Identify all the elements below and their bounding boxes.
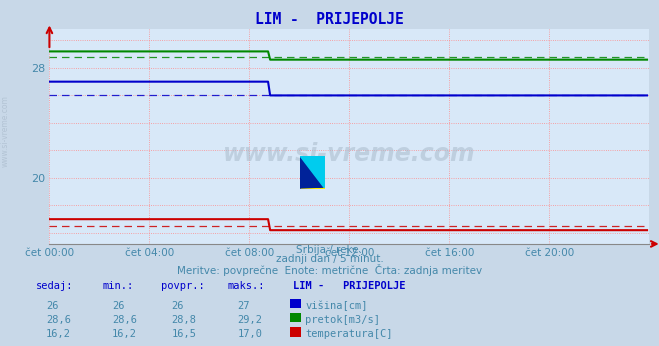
Text: pretok[m3/s]: pretok[m3/s] xyxy=(305,315,380,325)
Text: LIM -  PRIJEPOLJE: LIM - PRIJEPOLJE xyxy=(255,12,404,27)
Text: višina[cm]: višina[cm] xyxy=(305,301,368,311)
Text: Meritve: povprečne  Enote: metrične  Črta: zadnja meritev: Meritve: povprečne Enote: metrične Črta:… xyxy=(177,264,482,276)
Text: Srbija / reke.: Srbija / reke. xyxy=(297,245,362,255)
Polygon shape xyxy=(300,156,325,189)
Text: LIM -   PRIJEPOLJE: LIM - PRIJEPOLJE xyxy=(293,281,406,291)
Text: www.si-vreme.com: www.si-vreme.com xyxy=(223,142,476,166)
Text: 26: 26 xyxy=(112,301,125,311)
Polygon shape xyxy=(300,156,325,189)
Text: 28,6: 28,6 xyxy=(46,315,71,325)
Text: 26: 26 xyxy=(46,301,59,311)
Text: 28,8: 28,8 xyxy=(171,315,196,325)
Polygon shape xyxy=(300,156,325,189)
Text: www.si-vreme.com: www.si-vreme.com xyxy=(1,95,10,167)
Text: 26: 26 xyxy=(171,301,184,311)
Text: zadnji dan / 5 minut.: zadnji dan / 5 minut. xyxy=(275,254,384,264)
Text: temperatura[C]: temperatura[C] xyxy=(305,329,393,339)
Text: 16,2: 16,2 xyxy=(46,329,71,339)
Text: 29,2: 29,2 xyxy=(237,315,262,325)
Text: 16,2: 16,2 xyxy=(112,329,137,339)
Polygon shape xyxy=(300,188,325,189)
Text: 28,6: 28,6 xyxy=(112,315,137,325)
Polygon shape xyxy=(300,156,325,189)
Text: maks.:: maks.: xyxy=(227,281,265,291)
Polygon shape xyxy=(300,156,325,189)
Text: sedaj:: sedaj: xyxy=(36,281,74,291)
Text: povpr.:: povpr.: xyxy=(161,281,205,291)
Text: min.:: min.: xyxy=(102,281,133,291)
Polygon shape xyxy=(300,156,325,189)
Text: 17,0: 17,0 xyxy=(237,329,262,339)
Text: 27: 27 xyxy=(237,301,250,311)
Polygon shape xyxy=(300,156,325,189)
Text: 16,5: 16,5 xyxy=(171,329,196,339)
